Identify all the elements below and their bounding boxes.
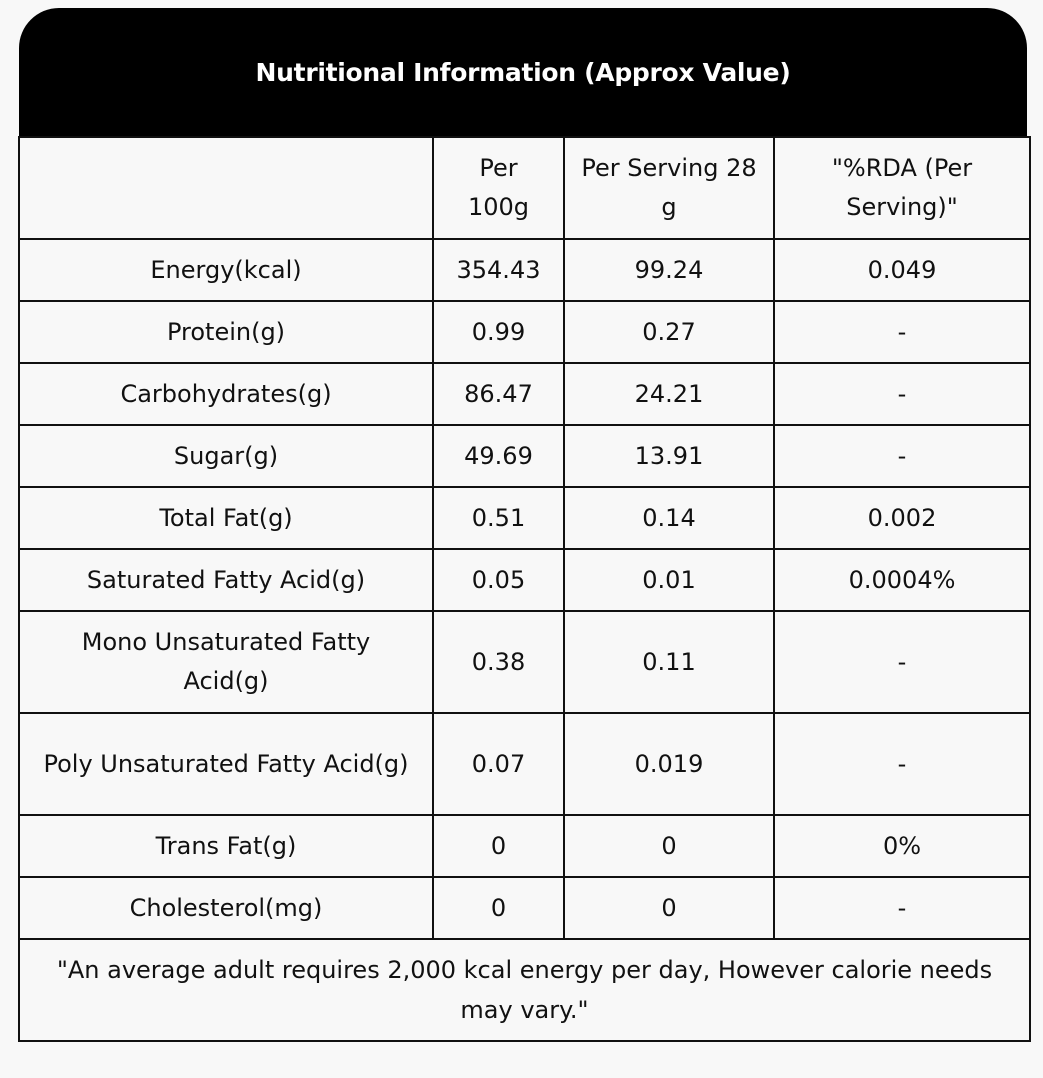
header-row: Per 100g Per Serving 28 g "%RDA (Per Ser… — [18, 136, 1031, 240]
per-serving-value: 0 — [563, 876, 775, 940]
rda-value: - — [773, 876, 1031, 940]
rda-value: - — [773, 712, 1031, 816]
per-serving-value: 0.11 — [563, 610, 775, 714]
per-100g-value: 86.47 — [432, 362, 565, 426]
per-serving-value: 0.14 — [563, 486, 775, 550]
nutrient-name: Carbohydrates(g) — [18, 362, 434, 426]
table-row: Energy(kcal) 354.43 99.24 0.049 — [18, 238, 1031, 302]
rda-value: 0% — [773, 814, 1031, 878]
nutrient-name: Saturated Fatty Acid(g) — [18, 548, 434, 612]
rda-value: - — [773, 362, 1031, 426]
per-100g-value: 0 — [432, 876, 565, 940]
table-row: Trans Fat(g) 0 0 0% — [18, 814, 1031, 878]
table-row: Sugar(g) 49.69 13.91 - — [18, 424, 1031, 488]
column-header-per-serving: Per Serving 28 g — [563, 136, 775, 240]
table-title: Nutritional Information (Approx Value) — [19, 8, 1027, 137]
per-serving-value: 0.019 — [563, 712, 775, 816]
rda-value: - — [773, 300, 1031, 364]
per-100g-value: 49.69 — [432, 424, 565, 488]
nutrient-name: Sugar(g) — [18, 424, 434, 488]
table-row: Saturated Fatty Acid(g) 0.05 0.01 0.0004… — [18, 548, 1031, 612]
table-row: Cholesterol(mg) 0 0 - — [18, 876, 1031, 940]
table-row: Mono Unsaturated Fatty Acid(g) 0.38 0.11… — [18, 610, 1031, 714]
rda-value: 0.0004% — [773, 548, 1031, 612]
nutrient-name: Energy(kcal) — [18, 238, 434, 302]
nutrition-card: Nutritional Information (Approx Value) P… — [18, 8, 1031, 1059]
per-100g-value: 0.51 — [432, 486, 565, 550]
per-100g-value: 0.07 — [432, 712, 565, 816]
per-100g-value: 0 — [432, 814, 565, 878]
nutrient-name: Trans Fat(g) — [18, 814, 434, 878]
column-header-rda: "%RDA (Per Serving)" — [773, 136, 1031, 240]
rda-value: - — [773, 610, 1031, 714]
footnote-row: "An average adult requires 2,000 kcal en… — [18, 938, 1031, 1042]
nutrient-name: Poly Unsaturated Fatty Acid(g) — [18, 712, 434, 816]
per-serving-value: 13.91 — [563, 424, 775, 488]
per-serving-value: 0.27 — [563, 300, 775, 364]
per-100g-value: 354.43 — [432, 238, 565, 302]
per-100g-value: 0.99 — [432, 300, 565, 364]
nutrient-name: Cholesterol(mg) — [18, 876, 434, 940]
nutrient-name: Mono Unsaturated Fatty Acid(g) — [18, 610, 434, 714]
table-row: Carbohydrates(g) 86.47 24.21 - — [18, 362, 1031, 426]
table-row: Total Fat(g) 0.51 0.14 0.002 — [18, 486, 1031, 550]
table-row: Poly Unsaturated Fatty Acid(g) 0.07 0.01… — [18, 712, 1031, 816]
nutrient-name: Protein(g) — [18, 300, 434, 364]
nutrient-name: Total Fat(g) — [18, 486, 434, 550]
per-serving-value: 99.24 — [563, 238, 775, 302]
footnote: "An average adult requires 2,000 kcal en… — [18, 938, 1031, 1042]
rda-value: - — [773, 424, 1031, 488]
column-header-nutrient — [18, 136, 434, 240]
per-100g-value: 0.38 — [432, 610, 565, 714]
rda-value: 0.002 — [773, 486, 1031, 550]
per-serving-value: 0.01 — [563, 548, 775, 612]
column-header-per-100g: Per 100g — [432, 136, 565, 240]
rda-value: 0.049 — [773, 238, 1031, 302]
table-row: Protein(g) 0.99 0.27 - — [18, 300, 1031, 364]
per-serving-value: 24.21 — [563, 362, 775, 426]
per-100g-value: 0.05 — [432, 548, 565, 612]
per-serving-value: 0 — [563, 814, 775, 878]
nutrition-table: Per 100g Per Serving 28 g "%RDA (Per Ser… — [18, 136, 1031, 1042]
